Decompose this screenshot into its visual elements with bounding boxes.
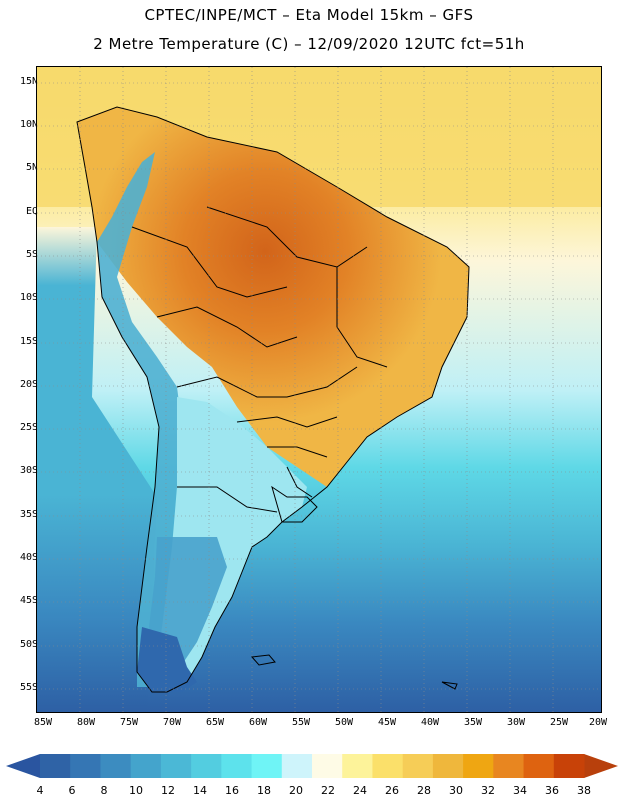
colorbar-swatch-28 <box>402 754 434 778</box>
lon-label-50w: 50W <box>334 717 354 728</box>
lon-label-25w: 25W <box>549 717 569 728</box>
colorbar-label-10: 10 <box>129 784 143 797</box>
lon-label-20w: 20W <box>588 717 608 728</box>
colorbar-swatch-8 <box>100 754 132 778</box>
lat-label-25s: 25S <box>19 422 38 433</box>
colorbar-swatch-6 <box>70 754 101 778</box>
colorbar-swatch-20 <box>281 754 313 778</box>
colorbar-swatches <box>40 754 585 778</box>
colorbar-under-arrow <box>6 754 40 778</box>
lon-label-85w: 85W <box>33 717 53 728</box>
pacific-ocean <box>37 227 157 712</box>
colorbar-label-28: 28 <box>417 784 431 797</box>
lat-label-10n: 10N <box>19 119 38 130</box>
colorbar-swatch-12 <box>160 754 192 778</box>
lat-label-15s: 15S <box>19 336 38 347</box>
lat-label-5n: 5N <box>25 162 38 173</box>
map-title: CPTEC/INPE/MCT – Eta Model 15km – GFS <box>144 6 474 24</box>
colorbar-label-38: 38 <box>577 784 591 797</box>
colorbar-label-36: 36 <box>545 784 559 797</box>
southern-tip <box>137 627 197 692</box>
colorbar-swatch-30 <box>432 754 464 778</box>
colorbar-label-16: 16 <box>225 784 239 797</box>
lat-label-10s: 10S <box>19 292 38 303</box>
colorbar-swatch-36 <box>523 754 555 778</box>
colorbar-label-18: 18 <box>257 784 271 797</box>
colorbar-label-20: 20 <box>289 784 303 797</box>
colorbar-swatch-26 <box>372 754 404 778</box>
colorbar-label-4: 4 <box>36 784 44 797</box>
colorbar-label-8: 8 <box>100 784 108 797</box>
lat-label-40s: 40S <box>19 552 38 563</box>
colorbar-label-6: 6 <box>68 784 76 797</box>
lat-label-50s: 50S <box>19 639 38 650</box>
colorbar-swatch-14 <box>191 754 222 778</box>
lon-label-45w: 45W <box>377 717 397 728</box>
lat-label-30s: 30S <box>19 465 38 476</box>
colorbar-label-24: 24 <box>353 784 367 797</box>
lon-label-75w: 75W <box>119 717 139 728</box>
colorbar-swatch-10 <box>130 754 162 778</box>
lon-label-80w: 80W <box>76 717 96 728</box>
colorbar-label-32: 32 <box>481 784 495 797</box>
lat-label-eq: EQ <box>25 206 38 217</box>
temperature-colorbar <box>6 754 618 778</box>
map-subtitle: 2 Metre Temperature (C) – 12/09/2020 12U… <box>93 35 525 53</box>
lat-label-20s: 20S <box>19 379 38 390</box>
colorbar-label-22: 22 <box>321 784 335 797</box>
continent-north <box>77 107 469 487</box>
lon-label-35w: 35W <box>463 717 483 728</box>
temperature-map <box>36 66 602 713</box>
lon-label-70w: 70W <box>162 717 182 728</box>
colorbar-label-34: 34 <box>513 784 527 797</box>
lon-label-60w: 60W <box>248 717 268 728</box>
colorbar-swatch-32 <box>463 754 494 778</box>
colorbar-label-12: 12 <box>161 784 175 797</box>
colorbar-over-arrow <box>584 754 618 778</box>
colorbar-swatch-34 <box>493 754 525 778</box>
lat-label-15n: 15N <box>19 76 38 87</box>
lon-label-30w: 30W <box>506 717 526 728</box>
lat-label-45s: 45S <box>19 595 38 606</box>
colorbar-swatch-38 <box>553 754 585 778</box>
colorbar-swatch-22 <box>312 754 343 778</box>
colorbar-label-26: 26 <box>385 784 399 797</box>
lon-label-65w: 65W <box>205 717 225 728</box>
lat-label-55s: 55S <box>19 682 38 693</box>
colorbar-swatch-16 <box>221 754 253 778</box>
lon-label-55w: 55W <box>291 717 311 728</box>
colorbar-swatch-24 <box>342 754 373 778</box>
colorbar-label-30: 30 <box>449 784 463 797</box>
lat-label-5s: 5S <box>25 249 38 260</box>
colorbar-swatch-4 <box>40 754 71 778</box>
lon-label-40w: 40W <box>420 717 440 728</box>
lat-label-35s: 35S <box>19 509 38 520</box>
colorbar-swatch-18 <box>251 754 283 778</box>
colorbar-label-14: 14 <box>193 784 207 797</box>
